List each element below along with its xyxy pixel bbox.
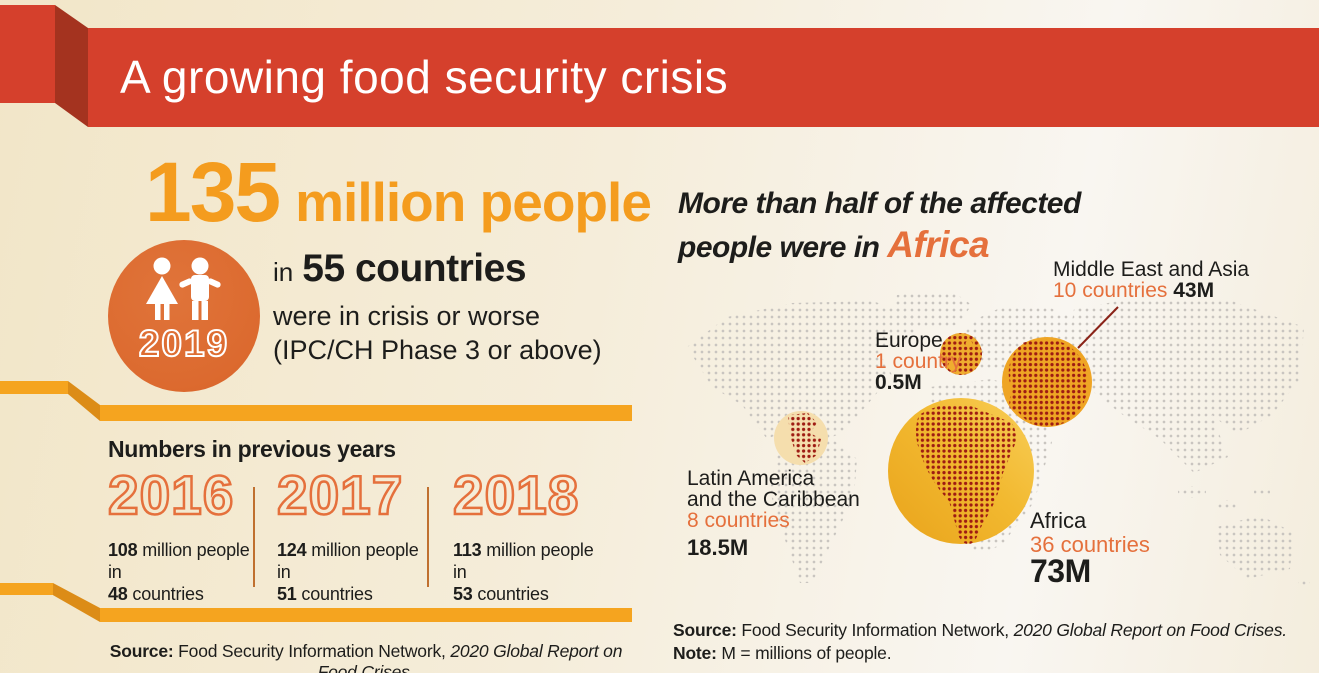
africa-bubble	[888, 398, 1034, 545]
region-label-europe: Europe 1 country 0.5M	[875, 330, 961, 393]
ribbon-top-fold	[68, 381, 100, 421]
previous-years-heading: Numbers in previous years	[108, 436, 396, 462]
region-name: Africa	[1030, 508, 1087, 533]
region-value: 18.5M	[687, 535, 749, 560]
region-value: 0.5M	[875, 371, 922, 394]
source-line: Source: Food Security Information Networ…	[673, 620, 1287, 640]
ribbon-top-left-segment	[0, 381, 68, 394]
year-number: 2018	[452, 464, 580, 526]
year-stats: 108 million people in 48 countries	[108, 540, 250, 604]
ribbon-bottom-left-segment	[0, 583, 53, 595]
map-title: More than half of the affected people we…	[678, 187, 1081, 265]
region-countries: 36 countries	[1030, 532, 1150, 557]
region-label-africa: Africa 36 countries 73M	[1030, 508, 1150, 589]
year-column-2016: 2016 108 million people in 48 countries	[107, 464, 278, 605]
banner-ribbon-tab	[0, 5, 55, 103]
crisis-line: were in crisis or worse	[273, 301, 541, 331]
column-divider	[253, 487, 255, 587]
year-column-2017: 2017 124 million people in 51 countries	[276, 464, 447, 605]
ribbon-bottom-fold	[53, 583, 100, 622]
middle-east-connector-line	[1077, 306, 1119, 349]
map-title-highlight: Africa	[887, 224, 990, 265]
region-value: 73M	[1030, 553, 1091, 589]
year-label: 2019	[138, 322, 230, 365]
world-map	[687, 291, 1310, 586]
region-name: Europe	[875, 329, 943, 352]
region-name: and the Caribbean	[687, 488, 860, 511]
ribbon-top-bar	[100, 405, 632, 421]
region-countries: 1 country	[875, 350, 962, 373]
banner-ribbon-fold	[55, 5, 88, 127]
region-label-middle-east-asia: Middle East and Asia 10 countries 43M	[1053, 259, 1249, 301]
europe-bubble	[940, 333, 982, 375]
year-column-2018: 2018 113 million people in 53 countries	[452, 464, 623, 605]
note-line: Note: M = millions of people.	[673, 643, 892, 663]
middle-east-asia-bubble	[1002, 337, 1092, 427]
column-divider	[427, 487, 429, 587]
region-name: Latin America	[687, 467, 815, 490]
headline: 135 million people	[145, 145, 652, 239]
headline-label: million people	[295, 171, 652, 233]
continents-dot-layer	[687, 291, 1310, 586]
year-number: 2017	[276, 464, 404, 526]
year-stats: 124 million people in 51 countries	[277, 540, 419, 604]
people-icon	[146, 257, 221, 320]
year-stats: 113 million people in 53 countries	[453, 540, 594, 604]
page-title: A growing food security crisis	[120, 51, 729, 103]
source-right: Source: Food Security Information Networ…	[673, 619, 1287, 665]
year-number: 2016	[107, 464, 235, 526]
phase-line: (IPC/CH Phase 3 or above)	[273, 335, 602, 365]
ribbon-bottom-bar	[100, 608, 632, 622]
banner: A growing food security crisis	[88, 28, 1319, 127]
region-countries: 8 countries	[687, 509, 790, 532]
in-word: in	[273, 257, 294, 287]
crisis-description: in 55 countries were in crisis or worse …	[273, 247, 602, 366]
year-2019-circle: 2019	[108, 240, 260, 392]
region-name: Middle East and Asia	[1053, 258, 1250, 281]
countries-count: 55 countries	[302, 247, 527, 290]
headline-number: 135	[145, 145, 281, 239]
source-left: Source: Food Security Information Networ…	[109, 641, 623, 673]
latin-america-bubble	[774, 411, 828, 465]
region-countries: 10 countries	[1053, 279, 1174, 302]
region-label-latin-america: Latin America and the Caribbean 8 countr…	[687, 467, 860, 560]
region-value: 43M	[1173, 279, 1215, 302]
